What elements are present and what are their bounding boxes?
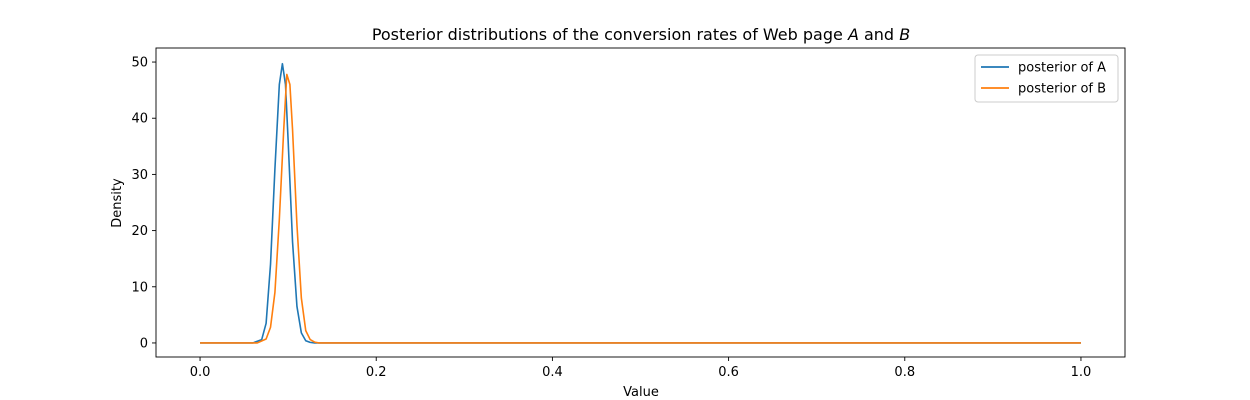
legend-box	[974, 54, 1119, 103]
title-var-a: A	[847, 25, 859, 44]
chart-title-text: Posterior distributions of the conversio…	[372, 25, 910, 44]
plot-frame	[155, 47, 1126, 358]
y-tick-label: 20	[131, 224, 148, 239]
y-tick-label: 40	[131, 112, 148, 127]
legend-label: posterior of A	[1018, 61, 1106, 76]
series-line-b	[200, 73, 1081, 344]
x-tick-label: 0.6	[718, 365, 739, 380]
x-tick-label: 0.2	[366, 365, 387, 380]
y-tick-label: 50	[131, 56, 148, 71]
chart-title: Posterior distributions of the conversio…	[372, 25, 910, 44]
y-axis-label: Density	[110, 178, 125, 228]
x-tick-label: 0.8	[894, 365, 915, 380]
y-axis-ticks: 0 10 20 30 40 50	[131, 56, 156, 351]
title-var-b: B	[899, 25, 910, 44]
x-tick-label: 0.4	[542, 365, 563, 380]
y-tick-label: 10	[131, 280, 148, 295]
legend-label: posterior of B	[1018, 82, 1106, 97]
plot-area	[155, 47, 1126, 358]
series-line-a	[200, 62, 1081, 344]
title-conj: and	[864, 25, 894, 44]
y-tick-label: 0	[140, 336, 148, 351]
x-tick-label: 0.0	[190, 365, 211, 380]
y-tick-label: 30	[131, 168, 148, 183]
x-tick-label: 1.0	[1071, 365, 1092, 380]
x-axis-label: Value	[623, 385, 659, 400]
legend: posterior of A posterior of B	[974, 54, 1119, 103]
title-main: Posterior distributions of the conversio…	[372, 25, 843, 44]
x-axis-ticks: 0.0 0.2 0.4 0.6 0.8 1.0	[190, 357, 1092, 380]
